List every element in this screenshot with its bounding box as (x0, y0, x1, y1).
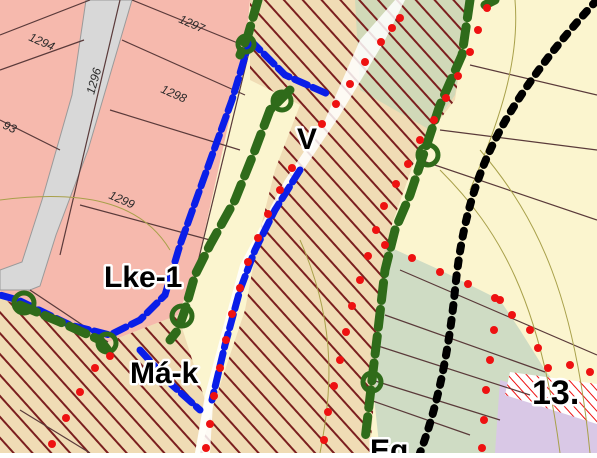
zone-label-eg: Eg (370, 434, 408, 453)
zone-label-v: V (297, 123, 317, 156)
zone-label-lke-1: Lke-1 (104, 261, 182, 294)
parcel-number-93: 93 (1, 118, 19, 136)
pink-residential-zone (0, 0, 250, 342)
hatched-zone-lower-left (0, 298, 205, 453)
road-strip (0, 0, 133, 291)
zone-label-13: 13. (532, 374, 579, 412)
red-dots (48, 4, 594, 452)
green-circles (11, 33, 441, 394)
zone-label-ma-k: Má-k (130, 357, 199, 390)
black-dotted-boundary (416, 0, 597, 457)
